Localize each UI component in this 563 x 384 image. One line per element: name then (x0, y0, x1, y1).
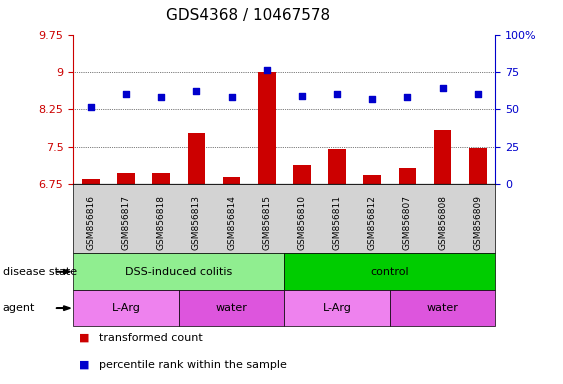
Text: GSM856808: GSM856808 (438, 195, 447, 250)
Text: agent: agent (3, 303, 35, 313)
Bar (469, 148, 486, 184)
Text: percentile rank within the sample: percentile rank within the sample (99, 360, 287, 370)
Point (192, 88, 201, 94)
Bar (328, 149, 346, 184)
Point (86, 104, 95, 110)
Text: GSM856813: GSM856813 (192, 195, 201, 250)
Point (473, 91, 482, 98)
Text: GSM856818: GSM856818 (157, 195, 166, 250)
Text: GSM856817: GSM856817 (122, 195, 131, 250)
Text: control: control (370, 266, 409, 277)
Bar (153, 173, 170, 184)
Bar (434, 131, 452, 184)
Point (122, 91, 131, 98)
Bar (187, 133, 205, 184)
Text: DSS-induced colitis: DSS-induced colitis (125, 266, 233, 277)
Bar (223, 177, 240, 184)
Bar (258, 72, 275, 184)
Point (157, 94, 166, 100)
Text: disease state: disease state (3, 266, 77, 277)
Text: GSM856811: GSM856811 (333, 195, 342, 250)
Text: L-Arg: L-Arg (323, 303, 351, 313)
Point (403, 94, 412, 100)
Text: GSM856809: GSM856809 (473, 195, 482, 250)
Point (368, 96, 377, 103)
Point (227, 94, 236, 100)
Text: transformed count: transformed count (99, 333, 202, 343)
Bar (293, 166, 311, 184)
Bar (117, 173, 135, 184)
Text: GSM856816: GSM856816 (86, 195, 95, 250)
Text: water: water (427, 303, 459, 313)
Text: GSM856812: GSM856812 (368, 195, 377, 250)
Text: ■: ■ (79, 333, 90, 343)
Point (333, 91, 342, 98)
Text: water: water (216, 303, 248, 313)
Text: ■: ■ (79, 360, 90, 370)
Point (438, 85, 447, 91)
Text: GDS4368 / 10467578: GDS4368 / 10467578 (166, 8, 330, 23)
Point (297, 93, 306, 99)
Text: L-Arg: L-Arg (111, 303, 140, 313)
Bar (399, 168, 416, 184)
Text: GSM856807: GSM856807 (403, 195, 412, 250)
Text: GSM856815: GSM856815 (262, 195, 271, 250)
Text: GSM856814: GSM856814 (227, 195, 236, 250)
Point (262, 66, 271, 73)
Bar (364, 175, 381, 184)
Text: GSM856810: GSM856810 (297, 195, 306, 250)
Bar (82, 179, 100, 184)
